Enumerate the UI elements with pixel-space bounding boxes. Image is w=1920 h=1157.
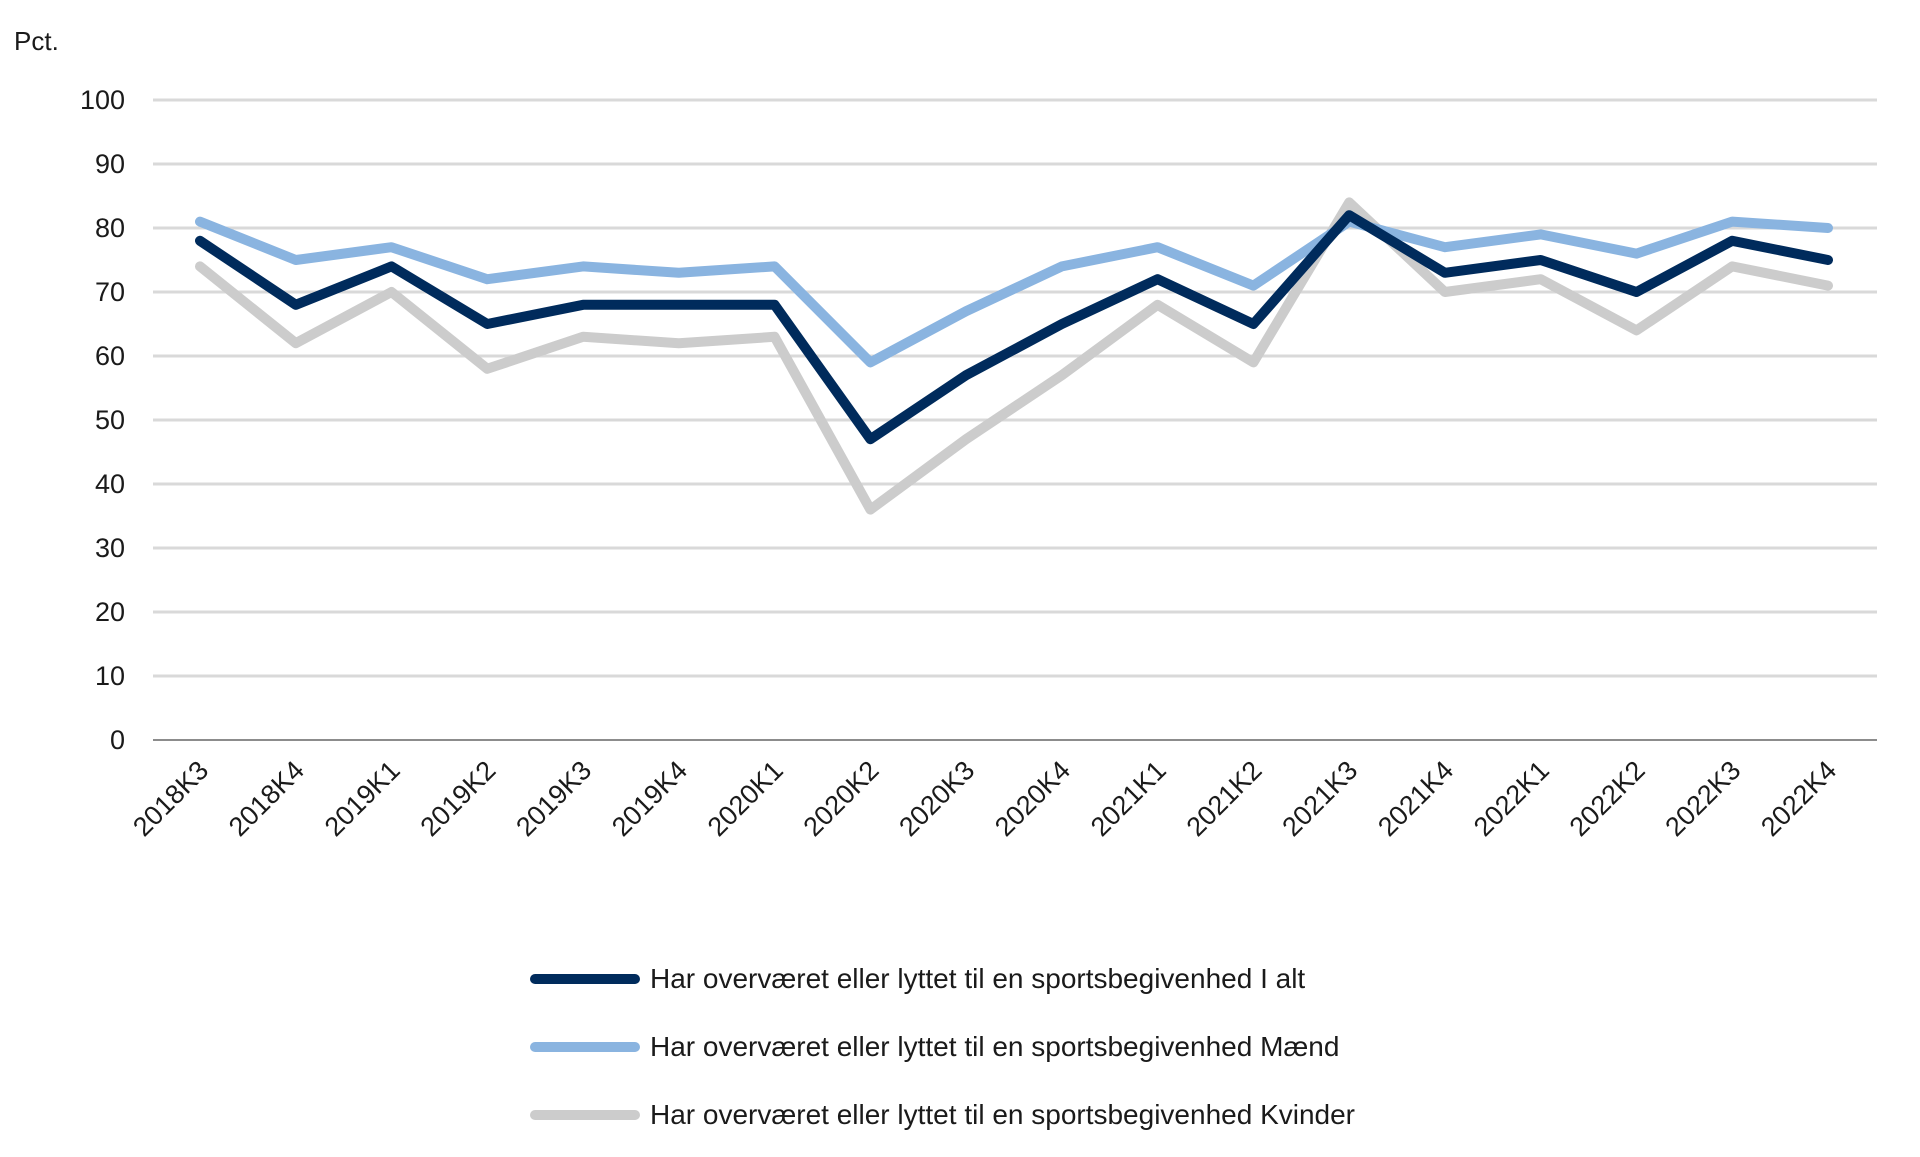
x-tick-label: 2020K3 [893,755,980,842]
x-tick-label: 2019K3 [510,755,597,842]
x-tick-label: 2019K1 [319,755,406,842]
y-tick-label: 60 [95,341,125,371]
x-tick-label: 2022K1 [1468,755,1555,842]
legend: Har overværet eller lyttet til en sports… [530,945,1355,1149]
x-tick-label: 2022K2 [1564,755,1651,842]
x-tick-label: 2020K2 [798,755,885,842]
legend-label: Har overværet eller lyttet til en sports… [650,1099,1356,1130]
legend-item: Har overværet eller lyttet til en sports… [530,1013,1355,1081]
y-tick-label: 70 [95,277,125,307]
x-tick-label: 2020K1 [702,755,789,842]
x-tick-label: 2019K2 [414,755,501,842]
series-line-0 [195,210,1833,445]
series-line-2 [195,197,1833,515]
y-tick-label: 90 [95,149,125,179]
legend-swatch [530,974,640,984]
legend-label: Har overværet eller lyttet til en sports… [650,1031,1340,1062]
legend-swatch [530,1110,640,1120]
x-tick-label: 2022K3 [1659,755,1746,842]
x-tick-label: 2021K1 [1085,755,1172,842]
x-tick-label: 2018K4 [223,755,310,842]
legend-item: Har overværet eller lyttet til en sports… [530,945,1355,1013]
y-tick-label: 10 [95,661,125,691]
x-tick-label: 2020K4 [989,755,1076,842]
x-tick-label: 2021K3 [1276,755,1363,842]
legend-item: Har overværet eller lyttet til en sports… [530,1081,1355,1149]
x-tick-label: 2019K4 [606,755,693,842]
legend-label: Har overværet eller lyttet til en sports… [650,963,1306,994]
x-tick-label: 2018K3 [127,755,214,842]
y-tick-label: 100 [80,85,125,115]
y-axis-label: Pct. [14,26,59,56]
y-tick-label: 50 [95,405,125,435]
y-tick-label: 0 [110,725,125,755]
series-line-1 [195,216,1833,368]
x-tick-label: 2021K4 [1372,755,1459,842]
y-tick-label: 40 [95,469,125,499]
legend-swatch [530,1042,640,1052]
y-tick-label: 30 [95,533,125,563]
y-tick-label: 80 [95,213,125,243]
y-tick-label: 20 [95,597,125,627]
x-tick-label: 2022K4 [1755,755,1842,842]
x-tick-label: 2021K2 [1181,755,1268,842]
